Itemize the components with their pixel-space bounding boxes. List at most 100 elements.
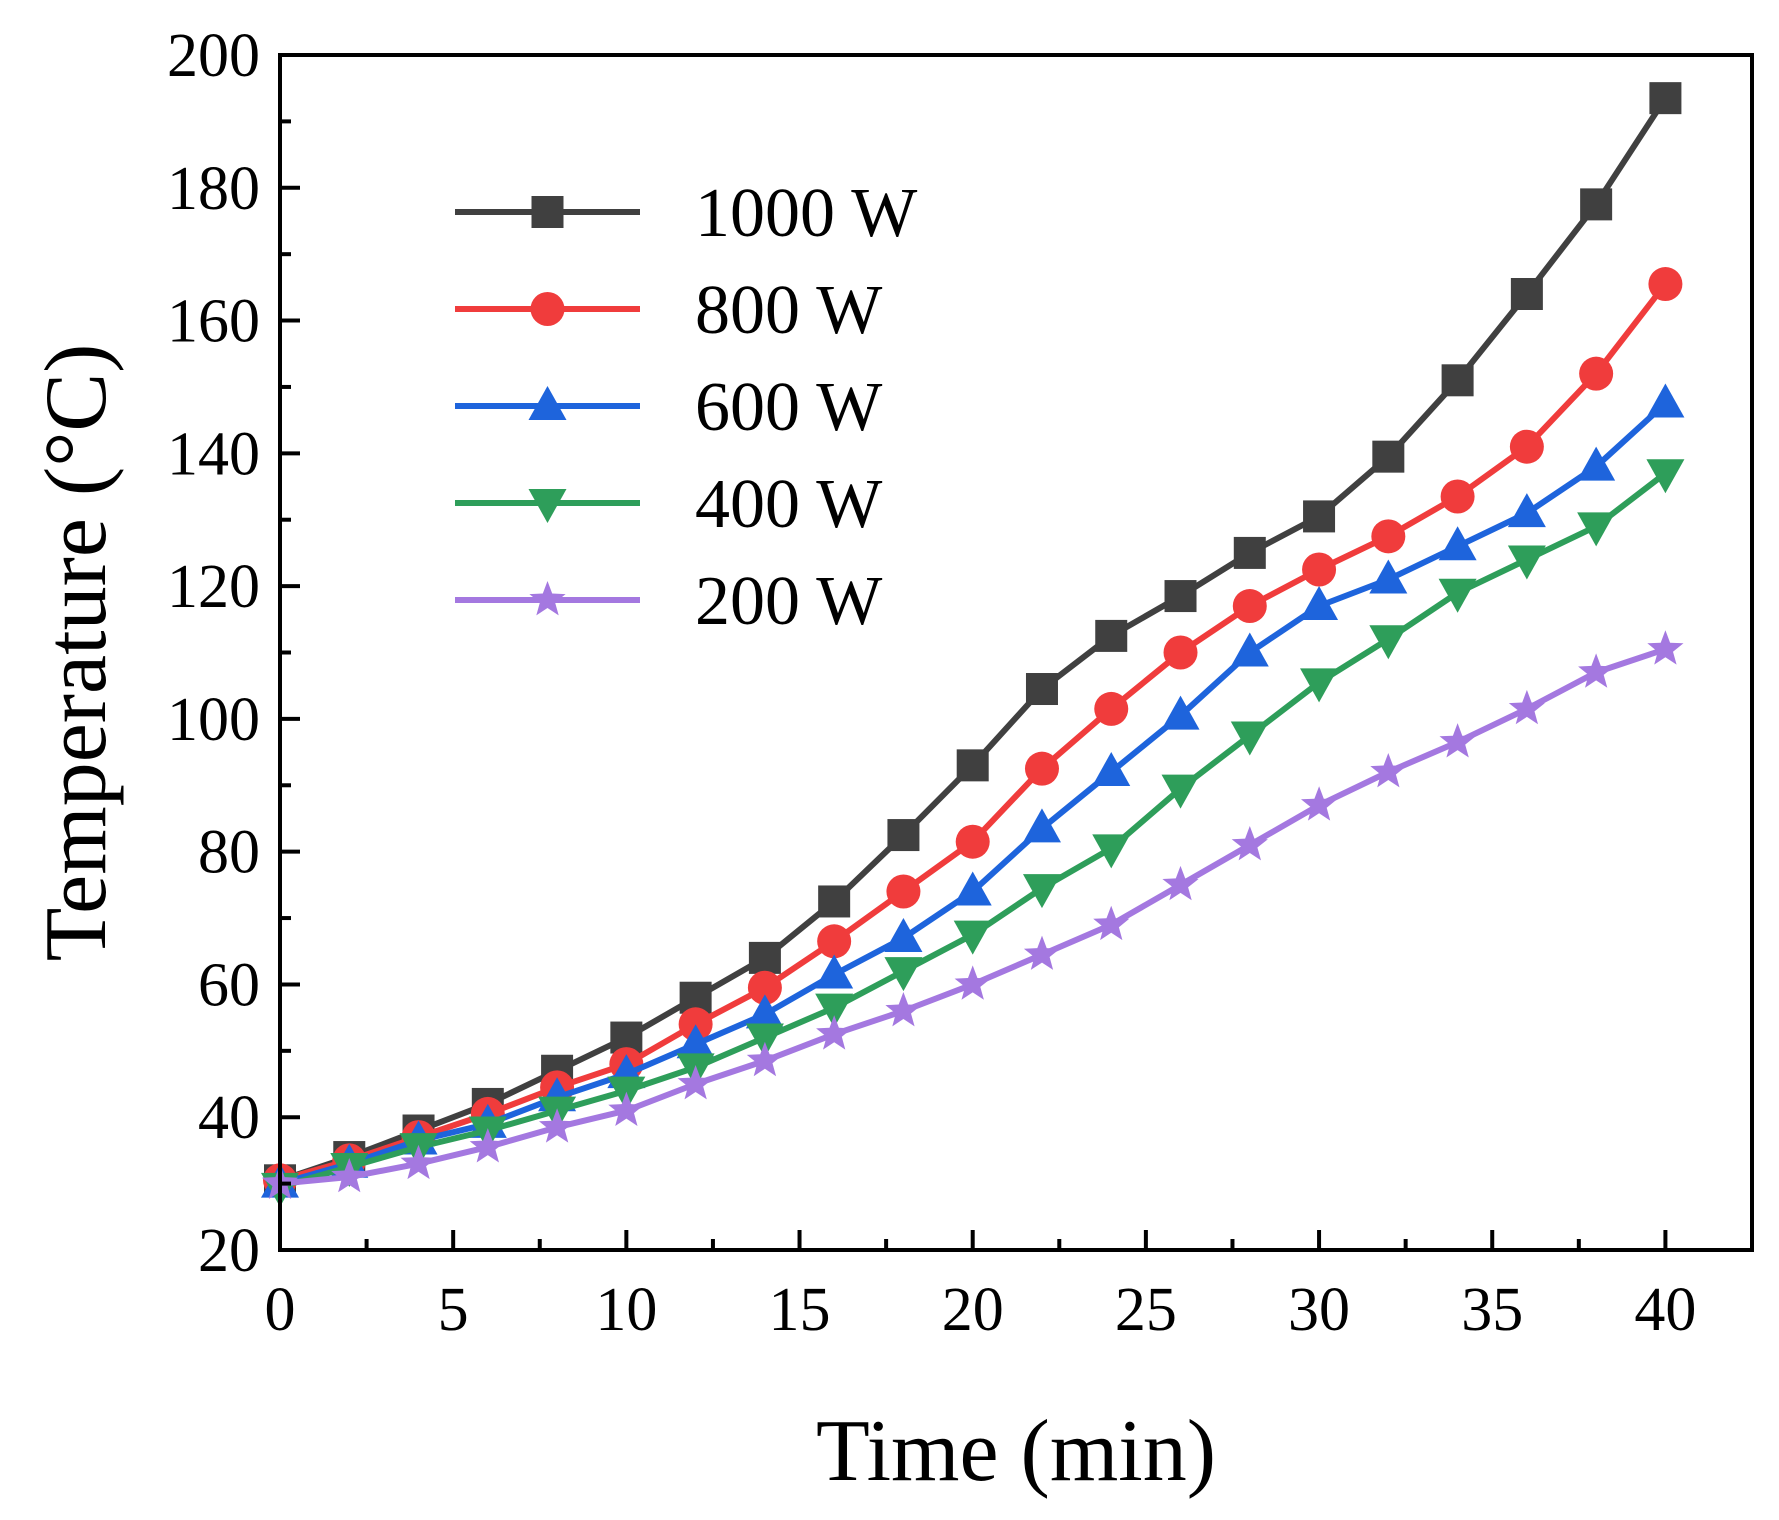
legend-marker — [529, 581, 566, 616]
data-point — [469, 1128, 506, 1163]
data-point — [1025, 673, 1058, 706]
data-point — [1510, 278, 1543, 310]
plot-frame — [278, 53, 1754, 1252]
data-point — [817, 924, 852, 959]
data-point — [953, 871, 992, 906]
data-point — [1507, 545, 1546, 580]
data-point — [1372, 440, 1405, 473]
data-point — [1439, 723, 1476, 758]
data-point — [954, 965, 991, 1000]
data-point — [956, 749, 989, 782]
data-point — [1161, 774, 1200, 809]
data-point — [1646, 459, 1685, 494]
x-tick-label: 0 — [265, 1276, 296, 1344]
data-point — [1438, 578, 1477, 613]
data-point — [815, 954, 854, 989]
data-point — [1024, 751, 1059, 786]
x-tick-label: 10 — [595, 1276, 657, 1344]
data-point — [887, 819, 920, 852]
data-point — [1163, 635, 1198, 670]
data-point — [1095, 619, 1128, 652]
series-1000-w — [264, 82, 1682, 1197]
data-point — [745, 1023, 784, 1058]
data-point — [1023, 935, 1060, 970]
data-point — [815, 993, 854, 1028]
y-tick-label: 180 — [167, 155, 260, 223]
data-point — [747, 970, 782, 1005]
y-tick-label: 160 — [167, 288, 260, 356]
data-point — [1233, 536, 1266, 569]
legend-item: 800 W — [455, 272, 882, 349]
legend-label: 200 W — [695, 563, 882, 640]
data-point — [676, 1024, 715, 1059]
data-point — [1302, 552, 1337, 587]
legend-label: 400 W — [695, 466, 882, 543]
x-tick-label: 5 — [438, 1276, 469, 1344]
y-tick-label: 120 — [167, 553, 260, 621]
data-point — [1577, 512, 1616, 547]
data-point — [400, 1144, 437, 1180]
data-point — [1162, 865, 1199, 901]
data-point — [1578, 653, 1615, 688]
data-point — [1022, 808, 1061, 843]
data-point — [1092, 834, 1131, 869]
legend-marker — [528, 489, 567, 523]
y-tick-label: 20 — [198, 1217, 260, 1285]
data-point — [1301, 786, 1338, 821]
y-tick-label: 140 — [167, 420, 260, 488]
legend-item: 400 W — [455, 466, 882, 543]
y-axis-title: Temperature (°C) — [28, 344, 125, 962]
legend-label: 600 W — [695, 369, 882, 446]
x-tick-label: 20 — [942, 1276, 1004, 1344]
data-point — [1508, 689, 1545, 725]
data-point — [1577, 446, 1616, 481]
legend-item: 1000 W — [455, 175, 917, 252]
data-point — [1649, 82, 1682, 115]
data-point — [746, 1041, 783, 1077]
series-200-w — [261, 630, 1684, 1199]
legend-label: 800 W — [695, 272, 882, 349]
x-axis-title: Time (min) — [816, 1403, 1216, 1500]
data-point — [677, 1065, 714, 1100]
data-point — [608, 1091, 645, 1126]
data-point — [1022, 874, 1061, 909]
data-point — [748, 941, 781, 974]
data-point — [1369, 559, 1408, 594]
ticks-layer: 0 5 10 15 20 25 30 35 40 20 40 60 80 100 120 140 160 180 2… — [167, 22, 1696, 1344]
data-point — [1648, 267, 1683, 302]
legend: 1000 W 800 W 600 W 400 W 200 W — [455, 175, 917, 640]
x-tick-label: 30 — [1288, 1276, 1350, 1344]
data-point — [1230, 632, 1269, 667]
legend-label: 1000 W — [695, 175, 917, 252]
series-800-w — [263, 267, 1683, 1198]
data-point — [1092, 752, 1131, 786]
series-line — [279, 96, 1668, 1184]
data-point — [1303, 500, 1336, 533]
data-point — [1580, 188, 1613, 221]
data-point — [884, 917, 923, 952]
plot-layer — [261, 82, 1685, 1207]
data-point — [1438, 526, 1477, 561]
data-point — [1164, 580, 1197, 613]
x-tick-label: 25 — [1115, 1276, 1177, 1344]
data-point — [1094, 691, 1129, 726]
data-point — [886, 874, 921, 909]
data-point — [1579, 356, 1614, 391]
legend-item: 600 W — [455, 369, 882, 446]
data-point — [955, 824, 990, 859]
data-point — [1231, 826, 1268, 861]
data-point — [539, 1108, 576, 1143]
data-point — [1509, 429, 1544, 464]
data-point — [1441, 364, 1474, 397]
data-point — [331, 1158, 368, 1193]
y-tick-label: 80 — [198, 819, 260, 887]
data-point — [1232, 589, 1267, 624]
data-point — [1161, 695, 1200, 730]
data-point — [1370, 753, 1407, 788]
y-tick-label: 100 — [167, 686, 260, 754]
data-point — [1300, 586, 1339, 621]
data-point — [1230, 721, 1269, 756]
legend-item: 200 W — [455, 563, 882, 640]
y-tick-label: 200 — [167, 22, 260, 90]
